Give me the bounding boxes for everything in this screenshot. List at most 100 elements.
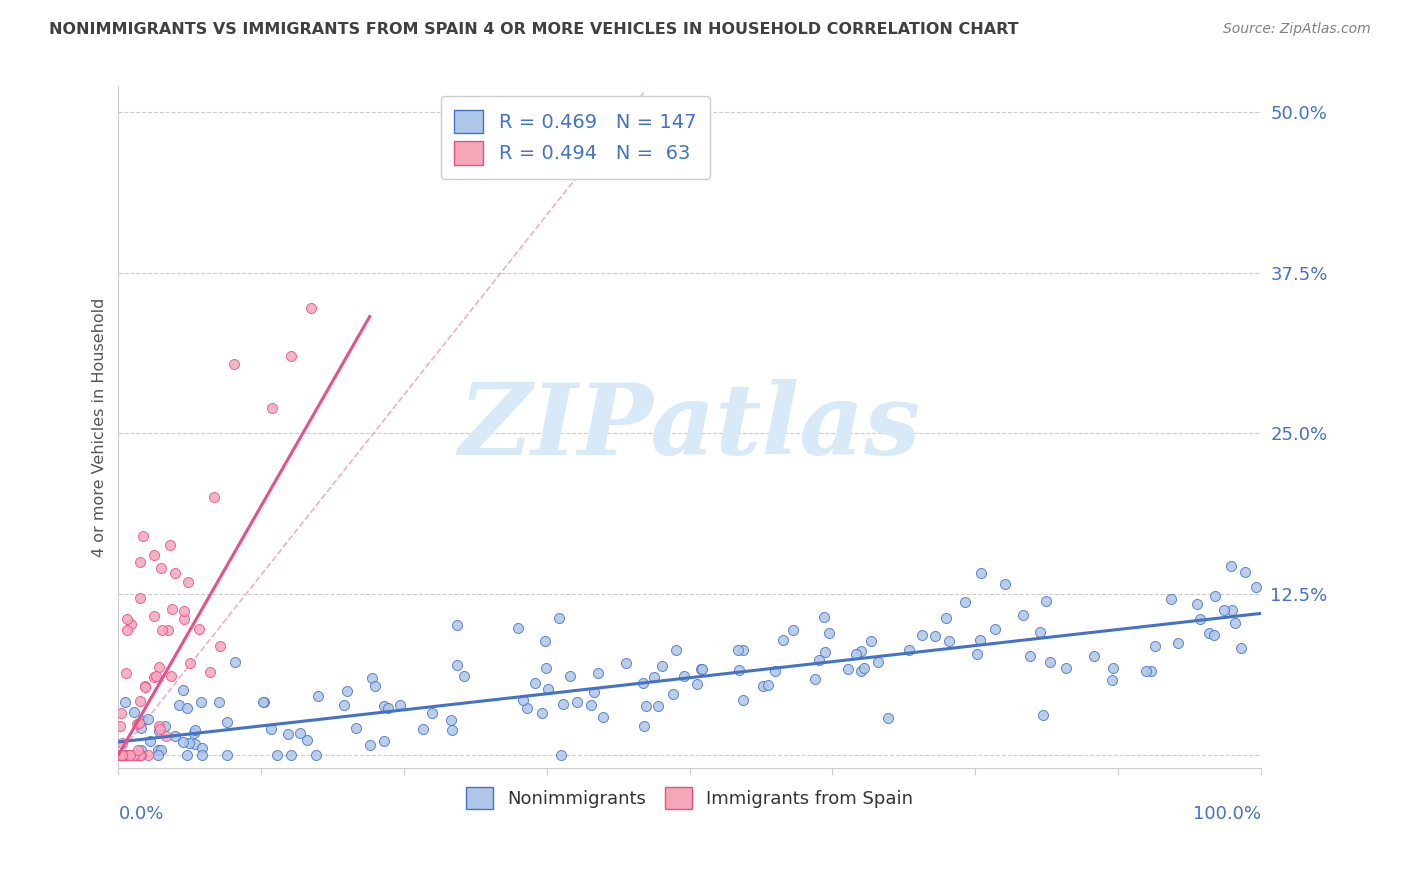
Point bbox=[1054, 660, 1077, 674]
Point bbox=[114, 695, 136, 709]
Point bbox=[183, 737, 205, 751]
Point bbox=[389, 698, 412, 713]
Point bbox=[299, 301, 322, 315]
Point bbox=[808, 653, 831, 667]
Point bbox=[124, 747, 146, 762]
Point bbox=[849, 644, 872, 658]
Point bbox=[1029, 625, 1052, 640]
Point bbox=[898, 643, 921, 657]
Point bbox=[115, 624, 138, 638]
Point bbox=[859, 634, 882, 648]
Point bbox=[1212, 602, 1234, 616]
Point bbox=[173, 604, 195, 618]
Point bbox=[728, 663, 751, 677]
Point bbox=[1198, 626, 1220, 640]
Point bbox=[633, 719, 655, 733]
Point bbox=[159, 538, 181, 552]
Point bbox=[224, 655, 246, 669]
Point bbox=[184, 723, 207, 737]
Point bbox=[131, 714, 153, 728]
Point bbox=[983, 622, 1005, 636]
Point bbox=[115, 611, 138, 625]
Text: ZIPatlas: ZIPatlas bbox=[458, 379, 921, 475]
Point bbox=[150, 624, 173, 638]
Point bbox=[122, 747, 145, 762]
Point bbox=[277, 727, 299, 741]
Point bbox=[179, 656, 201, 670]
Point bbox=[1012, 607, 1035, 622]
Point bbox=[260, 722, 283, 736]
Point bbox=[148, 719, 170, 733]
Point bbox=[446, 618, 468, 632]
Point bbox=[183, 725, 205, 739]
Point bbox=[173, 612, 195, 626]
Point bbox=[110, 747, 132, 762]
Point bbox=[108, 747, 131, 762]
Point bbox=[731, 643, 754, 657]
Point bbox=[803, 672, 825, 686]
Text: NONIMMIGRANTS VS IMMIGRANTS FROM SPAIN 4 OR MORE VEHICLES IN HOUSEHOLD CORRELATI: NONIMMIGRANTS VS IMMIGRANTS FROM SPAIN 4… bbox=[49, 22, 1019, 37]
Point bbox=[634, 698, 657, 713]
Point bbox=[139, 733, 162, 747]
Point bbox=[814, 645, 837, 659]
Point bbox=[1035, 594, 1057, 608]
Point bbox=[911, 628, 934, 642]
Point bbox=[111, 747, 134, 762]
Point bbox=[127, 717, 149, 731]
Point bbox=[530, 706, 553, 721]
Point bbox=[1225, 615, 1247, 630]
Point bbox=[167, 698, 190, 713]
Point bbox=[143, 609, 166, 624]
Point bbox=[108, 747, 131, 762]
Point bbox=[550, 747, 572, 762]
Point bbox=[266, 747, 288, 762]
Point bbox=[690, 661, 713, 675]
Point bbox=[994, 577, 1017, 591]
Point bbox=[631, 675, 654, 690]
Point bbox=[772, 633, 794, 648]
Point bbox=[146, 743, 169, 757]
Point bbox=[148, 724, 170, 739]
Point bbox=[868, 655, 890, 669]
Point bbox=[129, 694, 152, 708]
Point bbox=[877, 711, 900, 725]
Point bbox=[364, 679, 387, 693]
Point bbox=[1220, 559, 1243, 574]
Point bbox=[143, 670, 166, 684]
Point bbox=[128, 715, 150, 730]
Point bbox=[336, 683, 359, 698]
Point bbox=[288, 726, 311, 740]
Point bbox=[534, 633, 557, 648]
Point bbox=[129, 721, 152, 735]
Point bbox=[1101, 661, 1123, 675]
Point bbox=[110, 736, 132, 750]
Point bbox=[782, 623, 804, 637]
Point bbox=[215, 747, 238, 762]
Point bbox=[506, 621, 529, 635]
Point bbox=[651, 659, 673, 673]
Point bbox=[118, 747, 141, 762]
Text: Source: ZipAtlas.com: Source: ZipAtlas.com bbox=[1223, 22, 1371, 37]
Point bbox=[163, 729, 186, 743]
Point bbox=[558, 669, 581, 683]
Point bbox=[673, 669, 696, 683]
Point bbox=[145, 669, 167, 683]
Point bbox=[512, 693, 534, 707]
Point bbox=[516, 700, 538, 714]
Point bbox=[446, 657, 468, 672]
Point bbox=[142, 548, 165, 562]
Point bbox=[191, 741, 214, 756]
Point bbox=[129, 591, 152, 605]
Point bbox=[453, 669, 475, 683]
Point bbox=[440, 713, 463, 727]
Point bbox=[332, 698, 354, 713]
Point bbox=[523, 675, 546, 690]
Point bbox=[172, 735, 194, 749]
Point bbox=[148, 660, 170, 674]
Point bbox=[853, 661, 876, 675]
Point bbox=[731, 693, 754, 707]
Point bbox=[1167, 636, 1189, 650]
Point bbox=[582, 685, 605, 699]
Point bbox=[837, 661, 859, 675]
Point bbox=[155, 719, 177, 733]
